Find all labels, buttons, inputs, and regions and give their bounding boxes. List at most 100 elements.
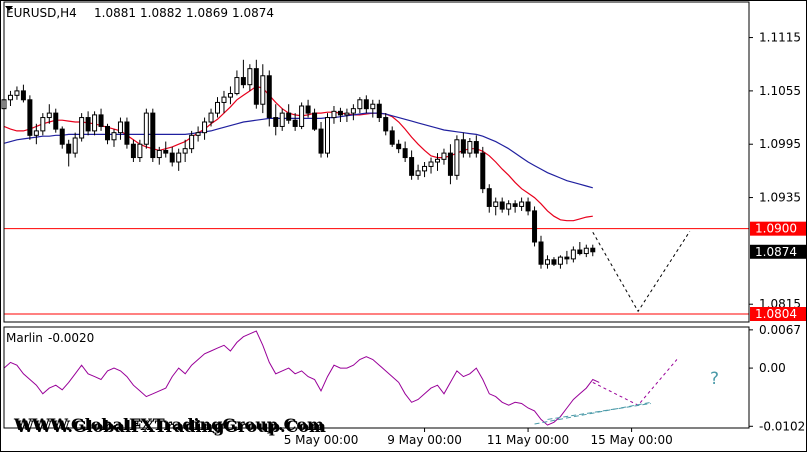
candle [117,117,123,140]
candle [40,113,46,136]
candle [221,90,227,114]
bullish-candle-body [441,152,447,160]
bearish-candle-body [577,249,583,255]
candle [156,146,162,165]
candle [130,139,136,162]
x-tick-label: 9 May 00:00 [387,433,462,447]
candle [532,206,538,247]
bullish-candle-body [143,112,149,145]
bearish-candle-body [525,201,531,212]
bearish-candle-body [266,75,272,119]
candle [98,108,104,131]
marlin-line [3,330,600,426]
bearish-candle-body [480,152,486,190]
bullish-candle-body [370,103,376,110]
candle [215,97,221,118]
candle [202,117,208,140]
candle [305,99,311,118]
bullish-candle-body [182,148,188,154]
bullish-candle-body [583,247,589,255]
bullish-candle-body [299,105,305,127]
bullish-candle-body [344,112,350,116]
bullish-candle-body [434,158,440,163]
bearish-candle-body [20,90,26,101]
bearish-candle-body [409,157,415,176]
bearish-candle-body [564,256,570,260]
bullish-candle-body [79,117,85,139]
candle [422,162,428,178]
candle [583,244,589,258]
level-price-tag [750,307,806,321]
candle [66,139,72,167]
bearish-candle-body [402,148,408,159]
candle [189,130,195,154]
candle [208,108,214,127]
bearish-candle-body [389,130,395,145]
candle [195,126,201,142]
candle [350,104,356,121]
question-mark-annotation: ? [710,369,719,389]
candle [176,148,182,171]
bullish-candle-body [208,112,214,123]
candle [46,104,52,124]
y-tick-label: 1.0995 [759,137,801,151]
candle [7,90,13,106]
bullish-candle-body [325,117,330,154]
bearish-candle-body [460,139,466,154]
candle [279,108,285,131]
candle [363,95,369,114]
y-tick-label: 1.0935 [759,191,801,205]
bullish-candle-body [350,108,356,114]
candle [325,113,330,158]
bearish-candle-body [286,112,292,121]
ohlc-high: 1.0882 [140,6,182,20]
chart-title: EURUSD,H4 [6,6,77,20]
bullish-candle-body [46,112,52,119]
bearish-candle-body [538,241,544,265]
candle [383,113,389,136]
candle [389,126,395,147]
candle [137,139,143,162]
bearish-candle-body [27,99,33,136]
bullish-candle-body [422,165,428,172]
candle [564,250,570,265]
candle [512,200,518,213]
bearish-candle-body [473,141,479,154]
bullish-candle-body [357,99,363,110]
candle [53,108,59,133]
candle [447,144,453,185]
candle [544,255,550,269]
candle [473,135,479,158]
moving-average-line [3,85,593,222]
bearish-candle-body [98,114,104,127]
candle [299,102,305,130]
bearish-candle-body [59,128,65,145]
bullish-candle-body [467,141,473,154]
bearish-candle-body [383,117,389,132]
candle [234,70,240,96]
candle [499,197,505,213]
bullish-candle-body [14,90,20,96]
bearish-candle-body [273,117,279,127]
candle [415,164,421,180]
candle [538,235,544,269]
current-price-label: 1.0874 [755,245,797,259]
bullish-candle-body [202,121,208,134]
candle [357,97,363,114]
dropdown-triangle-icon [5,6,13,11]
bearish-candle-body [240,77,246,86]
candle [227,86,233,105]
candle [286,104,292,124]
bullish-candle-body [519,201,525,207]
candle [318,122,324,158]
bearish-candle-body [253,68,259,105]
indicator-value: -0.0020 [48,331,94,345]
marlin-indicator-panel [3,330,678,426]
bearish-candle-body [105,125,111,141]
candle [331,106,337,124]
bearish-candle-body [305,105,311,114]
level-price-label: 1.0804 [755,307,797,321]
bearish-candle-body [312,112,318,130]
bullish-candle-body [33,130,39,136]
candle [292,113,298,131]
